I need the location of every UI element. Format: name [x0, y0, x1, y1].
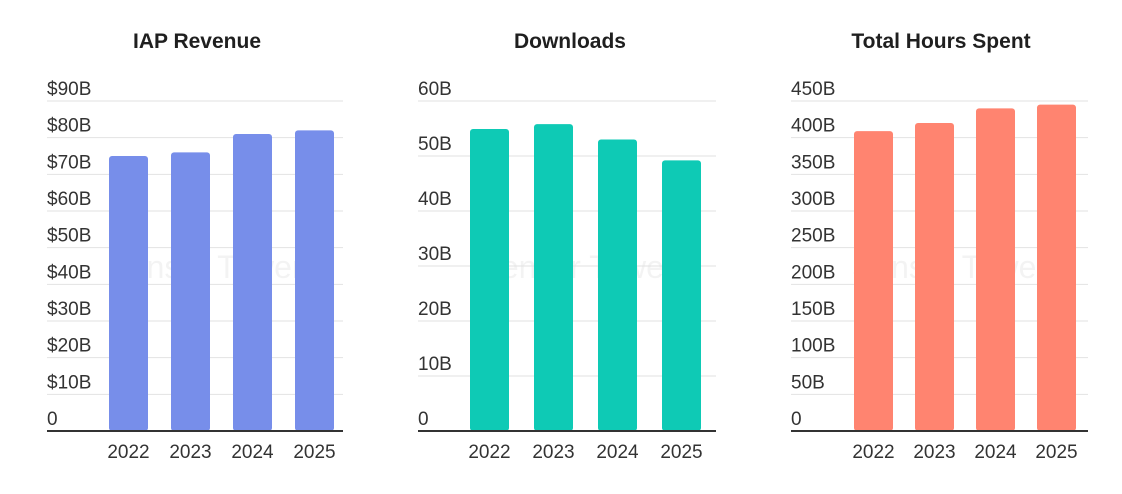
y-tick-label-1-0: 0	[418, 409, 429, 430]
y-tick-label-0-5: $50B	[47, 226, 91, 247]
bar-0-2025	[295, 130, 334, 432]
bar-0-2022	[109, 156, 148, 431]
y-tick-label-0-2: $20B	[47, 336, 91, 357]
y-tick-label-0-3: $30B	[47, 299, 91, 320]
y-tick-label-2-9: 450B	[791, 79, 835, 100]
y-tick-label-2-6: 300B	[791, 189, 835, 210]
bar-2-2022	[854, 131, 893, 432]
x-tick-label-2-0: 2022	[852, 442, 894, 463]
x-tick-label-0-3: 2025	[293, 442, 335, 463]
bar-2-2023	[915, 123, 954, 431]
x-tick-label-1-0: 2022	[468, 442, 510, 463]
y-tick-label-1-4: 40B	[418, 189, 452, 210]
x-tick-label-0-2: 2024	[231, 442, 274, 463]
y-tick-label-0-9: $90B	[47, 79, 91, 100]
y-tick-label-2-0: 0	[791, 409, 802, 430]
chart-title-1: Downloads	[514, 30, 626, 53]
bar-0-2023	[171, 152, 210, 432]
chart-title-0: IAP Revenue	[133, 30, 261, 53]
x-tick-label-0-1: 2023	[169, 442, 211, 463]
bar-1-2025	[662, 160, 701, 431]
y-tick-label-0-7: $70B	[47, 152, 91, 173]
x-tick-label-2-2: 2024	[974, 442, 1017, 463]
y-tick-label-0-8: $80B	[47, 116, 91, 137]
bar-1-2022	[470, 129, 509, 432]
bar-1-2023	[534, 124, 573, 431]
y-tick-label-0-0: 0	[47, 409, 58, 430]
watermark-1: Sensor Tower	[479, 249, 674, 285]
y-tick-label-0-6: $60B	[47, 189, 91, 210]
y-tick-label-0-4: $40B	[47, 262, 91, 283]
y-tick-label-1-6: 60B	[418, 79, 452, 100]
y-tick-label-2-7: 350B	[791, 152, 835, 173]
y-tick-label-1-5: 50B	[418, 134, 452, 155]
y-tick-label-2-1: 50B	[791, 372, 825, 393]
y-tick-label-2-4: 200B	[791, 262, 835, 283]
y-tick-label-2-3: 150B	[791, 299, 835, 320]
y-tick-label-2-5: 250B	[791, 226, 835, 247]
x-tick-label-0-0: 2022	[107, 442, 149, 463]
x-tick-label-1-3: 2025	[660, 442, 702, 463]
x-tick-label-1-2: 2024	[596, 442, 639, 463]
bar-2-2024	[976, 108, 1015, 431]
y-tick-label-1-2: 20B	[418, 299, 452, 320]
bar-0-2024	[233, 134, 272, 431]
y-tick-label-1-1: 10B	[418, 354, 452, 375]
bar-2-2025	[1037, 104, 1076, 432]
y-tick-label-1-3: 30B	[418, 244, 452, 265]
x-tick-label-1-1: 2023	[532, 442, 574, 463]
chart-title-2: Total Hours Spent	[851, 30, 1030, 53]
x-tick-label-2-3: 2025	[1035, 442, 1077, 463]
y-tick-label-2-2: 100B	[791, 336, 835, 357]
y-tick-label-0-1: $10B	[47, 372, 91, 393]
y-tick-label-2-8: 400B	[791, 116, 835, 137]
x-tick-label-2-1: 2023	[913, 442, 955, 463]
bar-1-2024	[598, 139, 637, 431]
